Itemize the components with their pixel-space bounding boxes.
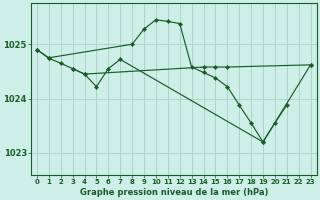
X-axis label: Graphe pression niveau de la mer (hPa): Graphe pression niveau de la mer (hPa) (80, 188, 268, 197)
